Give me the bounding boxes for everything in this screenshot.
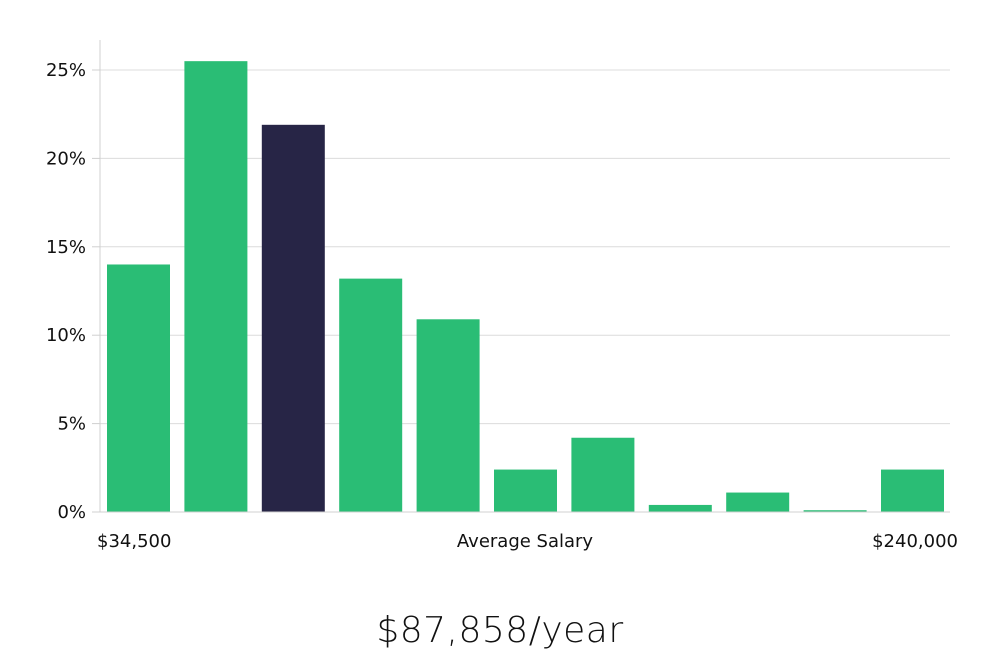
y-tick-label: 5% bbox=[57, 414, 86, 435]
y-tick-label: 0% bbox=[57, 502, 86, 523]
bar bbox=[648, 504, 712, 512]
x-average-label: Average Salary bbox=[457, 531, 594, 552]
average-salary-value: $87,858/year bbox=[376, 610, 624, 651]
bar-highlighted bbox=[261, 124, 325, 513]
bar bbox=[416, 319, 480, 512]
bar bbox=[184, 61, 248, 512]
y-tick-label: 15% bbox=[46, 237, 86, 258]
y-tick-label: 25% bbox=[46, 60, 86, 81]
bar bbox=[726, 492, 790, 512]
bar bbox=[107, 264, 170, 512]
bar bbox=[339, 278, 403, 512]
bar bbox=[803, 510, 867, 512]
x-max-label: $240,000 bbox=[872, 531, 958, 552]
x-min-label: $34,500 bbox=[97, 531, 171, 552]
bar bbox=[494, 469, 557, 512]
y-tick-label: 10% bbox=[46, 325, 86, 346]
y-tick-label: 20% bbox=[46, 148, 86, 169]
bar bbox=[881, 469, 944, 512]
bars bbox=[107, 61, 944, 513]
bar bbox=[571, 437, 635, 512]
y-axis-ticks: 0% 5% 10% 15% 20% 25% bbox=[46, 60, 100, 523]
